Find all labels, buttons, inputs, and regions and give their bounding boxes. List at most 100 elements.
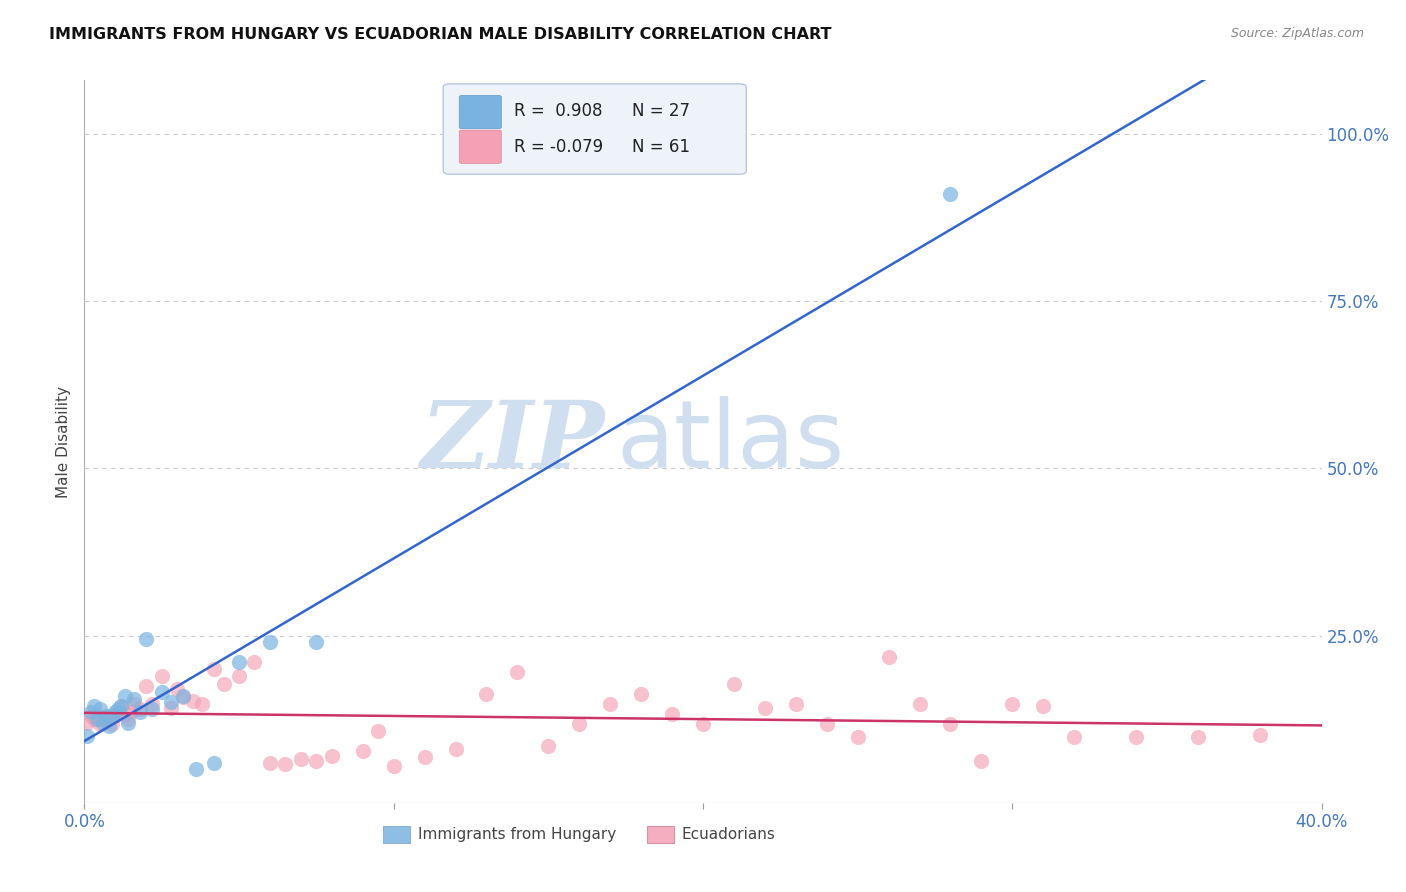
FancyBboxPatch shape bbox=[443, 84, 747, 174]
Point bbox=[939, 717, 962, 731]
Text: N = 61: N = 61 bbox=[633, 137, 690, 156]
Point bbox=[135, 632, 157, 646]
Point bbox=[1063, 730, 1085, 744]
Point bbox=[785, 697, 807, 711]
Point bbox=[305, 755, 328, 769]
Text: N = 27: N = 27 bbox=[633, 103, 690, 120]
Point bbox=[661, 707, 683, 722]
Point bbox=[110, 698, 132, 713]
Point bbox=[274, 756, 297, 771]
Point bbox=[815, 717, 838, 731]
Point bbox=[122, 697, 145, 711]
Point bbox=[413, 750, 436, 764]
Y-axis label: Male Disability: Male Disability bbox=[56, 385, 72, 498]
Point bbox=[305, 635, 328, 649]
FancyBboxPatch shape bbox=[460, 95, 502, 128]
Point bbox=[212, 676, 235, 690]
Point bbox=[160, 696, 183, 710]
Point bbox=[114, 689, 136, 703]
Point bbox=[939, 187, 962, 202]
Point bbox=[104, 708, 127, 723]
Point bbox=[444, 742, 467, 756]
Point bbox=[382, 759, 405, 773]
Text: R =  0.908: R = 0.908 bbox=[513, 103, 602, 120]
Point bbox=[506, 665, 529, 680]
Point bbox=[970, 755, 993, 769]
Point bbox=[114, 707, 136, 722]
Point bbox=[259, 756, 281, 770]
Point bbox=[160, 701, 183, 715]
Point bbox=[290, 752, 312, 766]
Point bbox=[184, 762, 207, 776]
Point bbox=[1032, 698, 1054, 713]
Point bbox=[86, 712, 108, 726]
Point bbox=[367, 723, 389, 738]
Point bbox=[101, 708, 124, 723]
Point bbox=[352, 744, 374, 758]
Point bbox=[846, 730, 869, 744]
Point bbox=[89, 702, 111, 716]
Point bbox=[83, 712, 105, 726]
Point bbox=[117, 712, 139, 726]
Point bbox=[877, 649, 900, 664]
Point bbox=[228, 655, 250, 669]
Point bbox=[692, 717, 714, 731]
Point bbox=[83, 698, 105, 713]
Point bbox=[259, 635, 281, 649]
Point bbox=[129, 702, 152, 716]
Text: R = -0.079: R = -0.079 bbox=[513, 137, 603, 156]
Point bbox=[191, 697, 214, 711]
Point bbox=[91, 715, 114, 730]
Point bbox=[150, 669, 173, 683]
Point bbox=[475, 687, 498, 701]
Point bbox=[172, 690, 194, 705]
Point bbox=[94, 714, 117, 728]
Point bbox=[104, 706, 127, 720]
Point bbox=[141, 697, 163, 711]
Point bbox=[91, 710, 114, 724]
Point bbox=[76, 715, 98, 730]
Point bbox=[1249, 728, 1271, 742]
Text: atlas: atlas bbox=[616, 395, 845, 488]
Point bbox=[537, 739, 560, 753]
Point bbox=[1187, 730, 1209, 744]
Text: ZIP: ZIP bbox=[420, 397, 605, 486]
Point bbox=[202, 756, 225, 770]
Point bbox=[1125, 730, 1147, 744]
Point bbox=[599, 697, 621, 711]
Point bbox=[98, 719, 121, 733]
Point bbox=[101, 717, 124, 731]
Point bbox=[166, 681, 188, 696]
Point bbox=[150, 685, 173, 699]
Text: IMMIGRANTS FROM HUNGARY VS ECUADORIAN MALE DISABILITY CORRELATION CHART: IMMIGRANTS FROM HUNGARY VS ECUADORIAN MA… bbox=[49, 27, 832, 42]
Point bbox=[107, 702, 129, 716]
Point bbox=[117, 715, 139, 730]
Point bbox=[89, 717, 111, 731]
Point bbox=[135, 679, 157, 693]
Point bbox=[243, 655, 266, 669]
Point bbox=[86, 708, 108, 723]
Point bbox=[79, 706, 101, 720]
Point bbox=[723, 676, 745, 690]
Point bbox=[129, 706, 152, 720]
Point bbox=[568, 717, 591, 731]
Point bbox=[98, 712, 121, 726]
Point bbox=[76, 729, 98, 743]
Point bbox=[122, 692, 145, 706]
Text: Source: ZipAtlas.com: Source: ZipAtlas.com bbox=[1230, 27, 1364, 40]
Point bbox=[908, 697, 931, 711]
Point bbox=[141, 702, 163, 716]
Point bbox=[228, 669, 250, 683]
Point bbox=[79, 708, 101, 723]
Point bbox=[754, 701, 776, 715]
Point bbox=[1001, 697, 1024, 711]
Point bbox=[172, 689, 194, 703]
Point bbox=[202, 662, 225, 676]
Point bbox=[181, 694, 204, 708]
FancyBboxPatch shape bbox=[460, 130, 502, 163]
Point bbox=[321, 749, 343, 764]
Point bbox=[110, 698, 132, 713]
Point bbox=[120, 706, 142, 720]
Point bbox=[630, 687, 652, 701]
Legend: Immigrants from Hungary, Ecuadorians: Immigrants from Hungary, Ecuadorians bbox=[377, 820, 782, 849]
